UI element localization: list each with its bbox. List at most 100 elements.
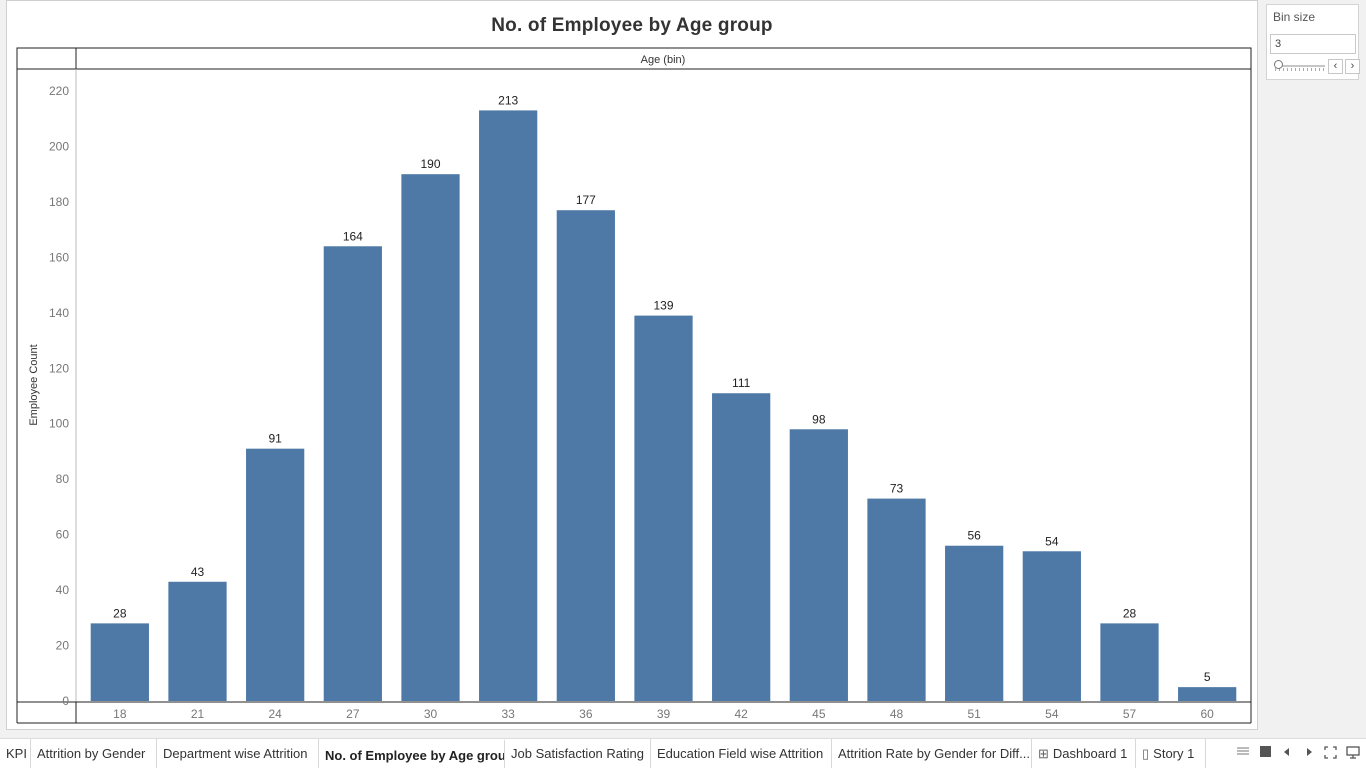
x-tick-label: 33 (501, 707, 515, 721)
x-tick-label: 24 (268, 707, 282, 721)
chart-title: No. of Employee by Age group (491, 15, 773, 36)
y-tick-label: 180 (49, 195, 69, 209)
data-label: 91 (268, 432, 282, 446)
bar[interactable] (323, 246, 382, 702)
data-label: 139 (653, 299, 673, 313)
data-label: 56 (967, 529, 981, 543)
tab-label: Job Satisfaction Rating (511, 746, 644, 761)
data-label: 28 (1123, 606, 1137, 620)
previous-sheet-icon[interactable] (1280, 746, 1294, 760)
tab-kpi[interactable]: KPI (0, 739, 31, 768)
y-tick-label: 160 (49, 250, 69, 264)
x-tick-label: 27 (346, 707, 360, 721)
bar[interactable] (1022, 551, 1081, 701)
bin-size-input[interactable] (1270, 34, 1356, 54)
data-label: 5 (1204, 670, 1211, 684)
bar[interactable] (168, 581, 227, 701)
y-tick-label: 100 (49, 417, 69, 431)
y-tick-label: 140 (49, 306, 69, 320)
chevron-right-icon[interactable]: › (1345, 59, 1360, 74)
bar[interactable] (479, 110, 538, 702)
x-tick-label: 57 (1123, 707, 1137, 721)
tab-label: No. of Employee by Age group (325, 748, 505, 763)
y-tick-label: 20 (56, 639, 70, 653)
bin-size-parameter: Bin size ‹ › (1266, 4, 1360, 80)
data-label: 213 (498, 93, 518, 107)
tab-dashboard-1[interactable]: ⊞ Dashboard 1 (1032, 739, 1136, 768)
tab-no-of-employee-by-age-group[interactable]: No. of Employee by Age group (319, 739, 505, 768)
workspace: No. of Employee by Age group Age (bin) E… (0, 0, 1366, 738)
slider-track[interactable] (1275, 65, 1325, 67)
bar[interactable] (634, 315, 693, 701)
tab-label: Education Field wise Attrition (657, 746, 824, 761)
header-band (16, 47, 1252, 70)
bar[interactable] (1100, 623, 1159, 701)
bar[interactable] (556, 210, 615, 701)
x-tick-label: 45 (812, 707, 826, 721)
y-tick-label: 220 (49, 84, 69, 98)
tab-label: KPI (6, 746, 27, 761)
sheet-sorter-icon[interactable] (1236, 746, 1250, 760)
data-label: 54 (1045, 534, 1059, 548)
sheet-tab-bar: KPI Attrition by Gender Department wise … (0, 738, 1366, 768)
data-label: 164 (343, 229, 363, 243)
bar[interactable] (246, 448, 305, 701)
bar-chart: Age (bin) Employee Count 0 20 40 60 80 100 120… (16, 47, 1252, 724)
x-tick-label: 54 (1045, 707, 1059, 721)
tab-job-satisfaction-rating[interactable]: Job Satisfaction Rating (505, 739, 651, 768)
data-label: 28 (113, 606, 127, 620)
y-axis-ticks: 0 20 40 60 80 100 120 140 160 180 200 220 (49, 84, 69, 708)
slider-thumb[interactable] (1274, 60, 1283, 69)
column-header: Age (bin) (641, 54, 686, 66)
x-tick-label: 51 (967, 707, 981, 721)
slider-ticks (1275, 68, 1325, 71)
parameter-title: Bin size (1273, 10, 1316, 24)
x-tick-label: 21 (191, 707, 205, 721)
tab-education-field-wise-attrition[interactable]: Education Field wise Attrition (651, 739, 832, 768)
tab-label: Dashboard 1 (1052, 746, 1128, 761)
bar[interactable] (1178, 687, 1237, 701)
y-axis-title: Employee Count (28, 344, 40, 425)
data-label: 98 (812, 412, 826, 426)
bars: 28 43 91 164 190 213 177 139 111 98 73 56 54 28 5 (90, 93, 1237, 702)
tab-attrition-rate-by-gender[interactable]: Attrition Rate by Gender for Diff... (832, 739, 1032, 768)
data-label: 73 (890, 482, 904, 496)
bar[interactable] (90, 623, 149, 701)
story-icon: ▯ (1142, 746, 1150, 761)
data-label: 43 (191, 565, 205, 579)
bar[interactable] (712, 393, 771, 701)
filmstrip-icon[interactable] (1258, 746, 1272, 760)
y-tick-label: 200 (49, 139, 69, 153)
tab-story-1[interactable]: ▯ Story 1 (1136, 739, 1206, 768)
x-tick-label: 36 (579, 707, 593, 721)
y-tick-label: 60 (56, 528, 70, 542)
bar[interactable] (401, 174, 460, 701)
bar[interactable] (945, 545, 1004, 701)
x-tick-label: 60 (1200, 707, 1214, 721)
x-tick-label: 18 (113, 707, 127, 721)
presentation-icon[interactable] (1346, 746, 1360, 760)
x-tick-label: 30 (424, 707, 438, 721)
x-axis-ticks: 18 21 24 27 30 33 36 39 42 45 48 51 54 57 60 (113, 707, 1214, 721)
data-label: 111 (732, 376, 751, 390)
tab-label: Department wise Attrition (163, 746, 308, 761)
bar[interactable] (789, 429, 848, 701)
dashboard-icon: ⊞ (1038, 746, 1049, 761)
y-tick-label: 40 (56, 583, 70, 597)
y-tick-label: 0 (62, 694, 69, 708)
fullscreen-icon[interactable] (1323, 746, 1337, 760)
next-sheet-icon[interactable] (1302, 746, 1316, 760)
tab-department-wise-attrition[interactable]: Department wise Attrition (157, 739, 319, 768)
tab-label: Attrition by Gender (37, 746, 146, 761)
tab-label: Attrition Rate by Gender for Diff... (838, 746, 1030, 761)
tab-label: Story 1 (1153, 746, 1195, 761)
y-tick-label: 80 (56, 472, 70, 486)
bar[interactable] (867, 498, 926, 701)
chevron-left-icon[interactable]: ‹ (1328, 59, 1343, 74)
y-tick-label: 120 (49, 361, 69, 375)
data-label: 177 (576, 193, 596, 207)
x-tick-label: 39 (657, 707, 671, 721)
x-tick-label: 42 (734, 707, 748, 721)
x-tick-label: 48 (890, 707, 904, 721)
tab-attrition-by-gender[interactable]: Attrition by Gender (31, 739, 157, 768)
